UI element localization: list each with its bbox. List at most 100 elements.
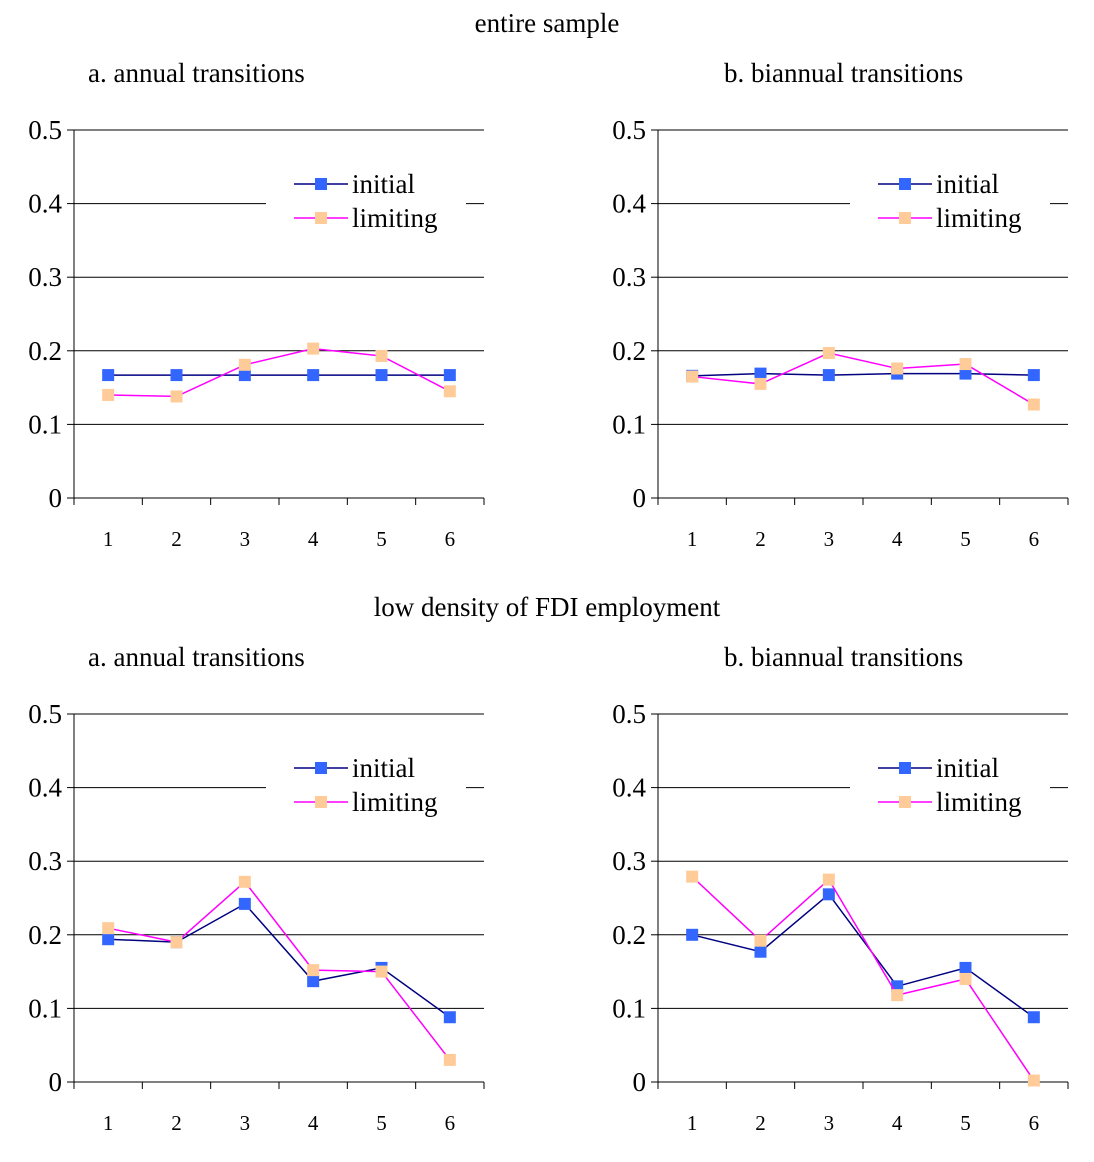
y-tick-label: 0.5: [612, 699, 646, 729]
data-point-initial: [170, 369, 183, 382]
data-point-limiting: [443, 1053, 456, 1066]
data-point-initial: [443, 369, 456, 382]
legend-label-limiting: limiting: [936, 203, 1022, 233]
legend-box: [266, 750, 466, 822]
y-tick-label: 0.3: [612, 262, 646, 292]
data-point-limiting: [1027, 1074, 1040, 1087]
data-point-limiting: [375, 349, 388, 362]
data-point-initial: [375, 369, 388, 382]
y-tick-label: 0.3: [612, 846, 646, 876]
y-tick-label: 0: [49, 1067, 63, 1097]
x-tick-label: 6: [1029, 527, 1040, 551]
data-point-initial: [754, 367, 767, 380]
y-tick-label: 0.5: [28, 699, 62, 729]
group-title-low-density: low density of FDI employment: [373, 592, 721, 622]
x-tick-label: 2: [171, 1111, 182, 1135]
data-point-limiting: [959, 972, 972, 985]
y-tick-label: 0.4: [28, 773, 62, 803]
series-line-initial: [691, 893, 1035, 1018]
legend-box: [266, 166, 466, 238]
data-point-initial: [686, 928, 699, 941]
x-tick-label: 2: [755, 1111, 766, 1135]
data-point-limiting: [891, 362, 904, 375]
data-point-initial: [238, 369, 251, 382]
x-tick-label: 3: [240, 1111, 251, 1135]
y-tick-label: 0.1: [612, 409, 646, 439]
chart-title: b. biannual transitions: [724, 642, 964, 672]
series-line-initial: [692, 372, 1034, 377]
legend-marker-limiting: [899, 212, 911, 224]
y-tick-label: 0.4: [28, 189, 62, 219]
x-tick-label: 4: [308, 527, 319, 551]
chart-svg: 0 0.1 0.2 0.3 0.4 0.5 1 2 3 4 5 6 initial limiting: [612, 115, 1069, 551]
data-point-initial: [959, 367, 972, 380]
legend-marker-limiting: [899, 796, 911, 808]
legend-label-limiting: limiting: [936, 787, 1022, 817]
legend-label-limiting: limiting: [352, 203, 438, 233]
series-line-limiting: [108, 880, 451, 1061]
y-tick-label: 0: [49, 483, 63, 513]
data-point-initial: [238, 897, 251, 910]
legend-box: [850, 166, 1050, 238]
legend-marker-initial: [899, 178, 911, 190]
y-tick-label: 0.3: [28, 262, 62, 292]
data-point-initial: [822, 369, 835, 382]
legend-label-initial: initial: [936, 169, 999, 199]
x-tick-label: 1: [103, 527, 114, 551]
data-point-initial: [307, 975, 320, 988]
data-point-limiting: [754, 934, 767, 947]
x-tick-label: 6: [1029, 1111, 1040, 1135]
chart-panel-bottom-left: a. annual transitions 0 0.1 0.2 0.3 0.4 0.5 1 2…: [0, 642, 510, 1162]
chart-svg: 0 0.1 0.2 0.3 0.4 0.5 1 2 3 4 5 6 initial limiting: [28, 115, 485, 551]
x-tick-label: 4: [892, 1111, 903, 1135]
chart-svg: 0 0.1 0.2 0.3 0.4 0.5 1 2 3 4 5 6 initial limiting: [612, 699, 1069, 1135]
chart-panel-top-left: a. annual transitions 0 0.1 0.2 0.3 0.4 0.5 1 2…: [0, 58, 510, 578]
legend-box: [850, 750, 1050, 822]
data-point-limiting: [238, 358, 251, 371]
data-point-limiting: [686, 870, 699, 883]
data-point-limiting: [375, 965, 388, 978]
data-point-limiting: [102, 388, 115, 401]
y-tick-label: 0.1: [28, 993, 62, 1023]
chart-title: b. biannual transitions: [724, 58, 964, 88]
data-point-limiting: [238, 875, 251, 888]
data-point-limiting: [754, 377, 767, 390]
data-point-initial: [102, 933, 115, 946]
chart-svg: 0 0.1 0.2 0.3 0.4 0.5 1 2 3 4 5 6 initial limiting: [28, 699, 485, 1135]
y-tick-label: 0.5: [612, 115, 646, 145]
x-tick-label: 2: [171, 527, 182, 551]
x-tick-label: 3: [824, 1111, 835, 1135]
legend-label-limiting: limiting: [352, 787, 438, 817]
x-tick-label: 2: [755, 527, 766, 551]
chart-panel-top-right: b. biannual transitions 0 0.1 0.2 0.3 0.4 0.5…: [584, 58, 1094, 578]
series-line-limiting: [691, 876, 1035, 1081]
y-tick-label: 0.2: [612, 336, 646, 366]
data-point-initial: [1027, 369, 1040, 382]
x-tick-label: 5: [960, 527, 971, 551]
group-title-entire-sample: entire sample: [474, 8, 620, 38]
data-point-initial: [959, 961, 972, 974]
data-point-limiting: [307, 964, 320, 977]
chart-title: a. annual transitions: [88, 642, 305, 672]
data-point-limiting: [686, 370, 699, 383]
data-point-limiting: [959, 358, 972, 371]
legend-marker-initial: [315, 178, 327, 190]
data-point-initial: [307, 369, 320, 382]
legend-marker-limiting: [315, 796, 327, 808]
x-tick-label: 3: [824, 527, 835, 551]
series-line-limiting: [692, 352, 1035, 406]
y-tick-label: 0: [633, 483, 647, 513]
data-point-limiting: [170, 390, 183, 403]
chart-title: a. annual transitions: [88, 58, 305, 88]
y-tick-label: 0: [633, 1067, 647, 1097]
data-point-limiting: [102, 922, 115, 935]
x-tick-label: 5: [376, 527, 387, 551]
data-point-limiting: [443, 385, 456, 398]
data-point-initial: [443, 1011, 456, 1024]
data-point-initial: [822, 888, 835, 901]
legend-marker-initial: [315, 762, 327, 774]
x-tick-label: 6: [445, 1111, 456, 1135]
data-point-limiting: [891, 989, 904, 1002]
y-tick-label: 0.4: [612, 189, 646, 219]
y-tick-label: 0.3: [28, 846, 62, 876]
